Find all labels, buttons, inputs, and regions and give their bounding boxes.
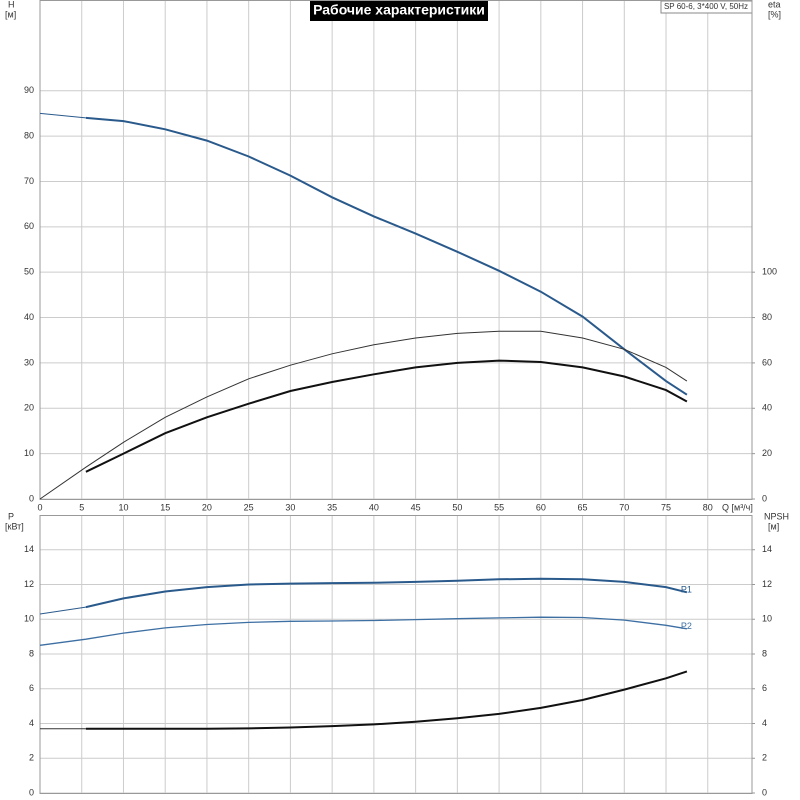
series-line — [85, 577, 688, 609]
y-unit: [м] — [5, 9, 16, 19]
y2-tick-label: 100 — [762, 267, 777, 277]
y-tick-label: 6 — [29, 683, 34, 693]
series-label: P1 — [681, 585, 692, 595]
y2-unit: [м] — [768, 521, 779, 531]
y-tick-label: 30 — [24, 357, 34, 367]
y-tick-label: 8 — [29, 648, 34, 658]
y-tick-label: 60 — [24, 221, 34, 231]
y-tick-label: 20 — [24, 403, 34, 413]
y2-tick-label: 20 — [762, 448, 772, 458]
x-tick-label: 0 — [37, 502, 42, 512]
y2-tick-label: 12 — [762, 579, 772, 589]
y-tick-label: 4 — [29, 718, 34, 728]
y2-tick-label: 14 — [762, 544, 772, 554]
y-tick-label: 50 — [24, 267, 34, 277]
x-label: Q [м³/ч] — [722, 502, 753, 512]
series-line — [85, 359, 688, 473]
plot-frame — [39, 0, 753, 500]
y-label: P — [8, 511, 14, 521]
y2-tick-label: 10 — [762, 614, 772, 624]
x-tick-label: 25 — [244, 502, 254, 512]
series-line — [85, 670, 688, 730]
title-box — [310, 0, 488, 21]
x-tick-label: 30 — [285, 502, 295, 512]
y2-unit: [%] — [768, 9, 781, 19]
y-tick-label: 12 — [24, 579, 34, 589]
y2-tick-label: 4 — [762, 718, 767, 728]
x-tick-label: 70 — [619, 502, 629, 512]
x-tick-label: 50 — [452, 502, 462, 512]
y2-tick-label: 0 — [762, 493, 767, 503]
x-tick-label: 55 — [494, 502, 504, 512]
x-tick-label: 65 — [578, 502, 588, 512]
y2-tick-label: 40 — [762, 403, 772, 413]
y-label: H — [8, 0, 15, 9]
y2-tick-label: 80 — [762, 312, 772, 322]
subtitle: SP 60-6, 3*400 V, 50Hz — [664, 2, 748, 11]
y2-tick-label: 6 — [762, 683, 767, 693]
x-tick-label: 5 — [79, 502, 84, 512]
x-tick-label: 35 — [327, 502, 337, 512]
y-tick-label: 80 — [24, 130, 34, 140]
x-tick-label: 80 — [703, 502, 713, 512]
x-tick-label: 20 — [202, 502, 212, 512]
y-tick-label: 90 — [24, 85, 34, 95]
x-tick-label: 60 — [536, 502, 546, 512]
series-line — [39, 606, 86, 615]
series-line — [39, 330, 688, 500]
x-tick-label: 75 — [661, 502, 671, 512]
x-tick-label: 40 — [369, 502, 379, 512]
y-tick-label: 2 — [29, 753, 34, 763]
y-tick-label: 40 — [24, 312, 34, 322]
y2-tick-label: 8 — [762, 648, 767, 658]
y-tick-label: 10 — [24, 448, 34, 458]
y-unit: [кВт] — [5, 521, 24, 531]
y2-tick-label: 0 — [762, 787, 767, 797]
y2-label: NPSH — [764, 511, 789, 521]
x-tick-label: 45 — [411, 502, 421, 512]
x-tick-label: 10 — [118, 502, 128, 512]
y-tick-label: 10 — [24, 614, 34, 624]
series-line — [39, 112, 86, 119]
y-tick-label: 0 — [29, 493, 34, 503]
y-tick-label: 70 — [24, 176, 34, 186]
series-line — [39, 616, 688, 646]
y2-tick-label: 2 — [762, 753, 767, 763]
series-line — [85, 116, 688, 396]
series-label: P2 — [681, 621, 692, 631]
chart-title: Рабочие характеристики — [313, 2, 485, 18]
y2-label: eta — [768, 0, 781, 9]
y-tick-label: 14 — [24, 544, 34, 554]
y-tick-label: 0 — [29, 787, 34, 797]
y2-tick-label: 60 — [762, 357, 772, 367]
x-tick-label: 15 — [160, 502, 170, 512]
